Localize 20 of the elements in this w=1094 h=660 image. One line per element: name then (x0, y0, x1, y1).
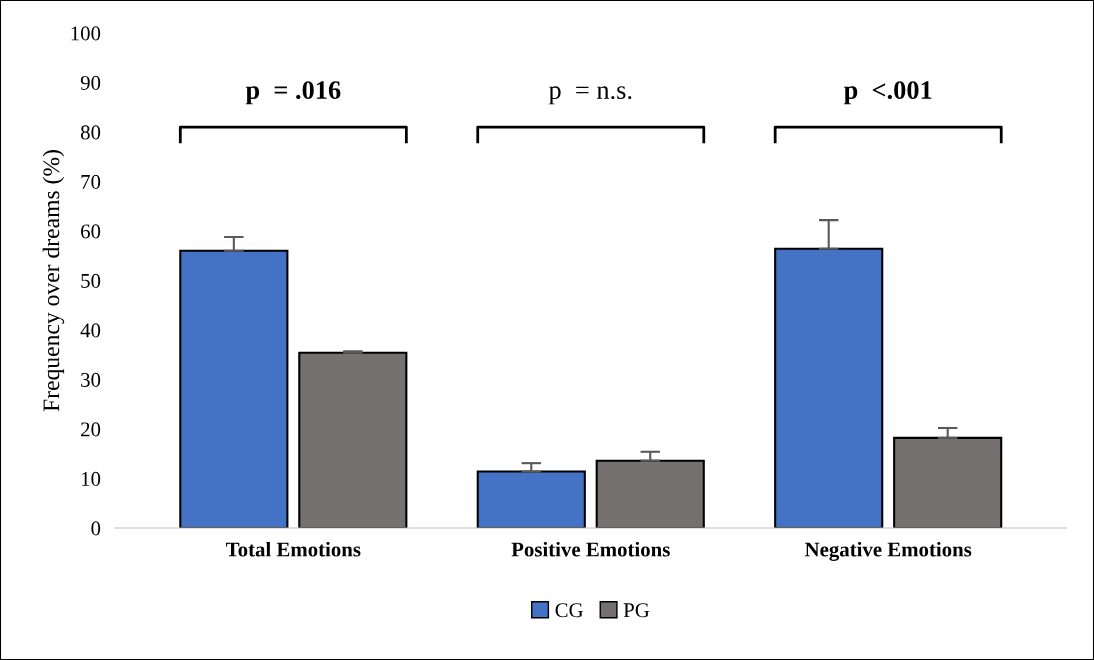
annotation: p <.001 (843, 81, 932, 105)
y-tick-label: 20 (81, 422, 101, 437)
y-tick-label: 80 (80, 125, 101, 140)
x-tick-label: Negative Emotions (804, 541, 972, 561)
x-tick-label: Positive Emotions (511, 541, 670, 557)
annotation: p = n.s. (548, 86, 632, 105)
y-tick-label: 40 (80, 323, 101, 338)
y-tick-label: 70 (81, 174, 101, 189)
y-tick-label: 50 (81, 273, 101, 288)
y-tick-label: 0 (91, 521, 101, 536)
annotation: p = .016 (245, 81, 341, 105)
y-tick-label: 60 (81, 224, 101, 239)
y-tick-label: 90 (80, 75, 101, 90)
y-axis-title: Frequency over dreams (%) (42, 150, 65, 412)
x-tick-label: Total Emotions (226, 541, 361, 557)
y-tick-label: 30 (81, 372, 101, 387)
legend-label: CG (555, 603, 583, 618)
y-tick-label: 100 (71, 26, 101, 41)
legend-label: PG (623, 603, 650, 618)
y-tick-label: 10 (81, 471, 101, 486)
